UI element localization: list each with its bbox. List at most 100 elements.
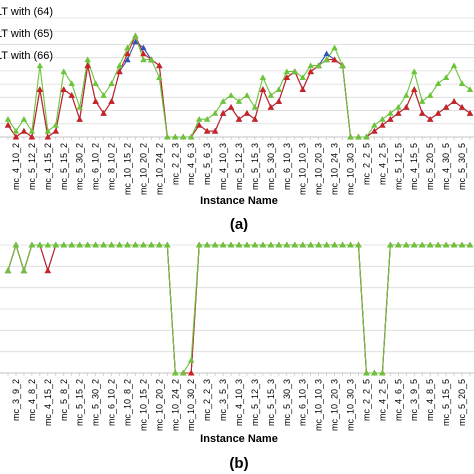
x-tick-label: mc_5_30_2: [91, 379, 101, 426]
series-2-marker: [68, 80, 75, 87]
series-2-marker: [259, 74, 267, 81]
series-1-marker: [156, 62, 163, 69]
x-tick-label: mc_6_10_2: [107, 379, 117, 426]
series-0-marker: [132, 38, 139, 45]
panel-a-gridlines: [0, 17, 474, 140]
series-2-marker: [140, 56, 147, 63]
x-tick-label: mc_10_20_3: [314, 143, 324, 195]
legend-entry-64: LT with (64): [0, 6, 53, 18]
series-2-marker: [434, 241, 442, 248]
series-2-marker: [458, 241, 466, 248]
series-2-marker: [211, 241, 219, 248]
series-2-marker: [339, 62, 346, 69]
series-2-marker: [371, 369, 378, 376]
panel-b-x-tick-labels: mc_3_9_2 mc_4_8_2 mc_4_15_2 mc_5_8_2 mc_5_15…: [11, 379, 467, 431]
series-1-marker: [52, 127, 59, 134]
x-tick-label: mc_4_2_5: [377, 379, 387, 421]
series-1-marker: [4, 121, 12, 128]
panel-b-series: [4, 241, 474, 376]
series-2-marker: [403, 241, 410, 248]
series-2-marker: [76, 104, 83, 110]
series-1-marker: [44, 267, 52, 274]
series-2-marker: [379, 115, 386, 122]
series-2-marker: [323, 56, 330, 63]
series-2-marker: [164, 133, 171, 140]
series-2-marker: [315, 62, 322, 69]
series-1-marker: [36, 86, 44, 92]
series-2-marker: [148, 56, 155, 63]
series-1-marker: [283, 74, 290, 81]
series-2-marker: [100, 92, 107, 98]
panel-a-label: (a): [230, 216, 248, 233]
series-2-marker: [148, 241, 155, 248]
x-tick-label: mc_10_24_2: [154, 143, 164, 195]
series-1-marker: [403, 104, 410, 110]
x-tick-label: mc_5_12_3: [234, 143, 244, 190]
series-1-marker: [124, 50, 131, 57]
x-tick-label: mc_4_6_5: [393, 379, 403, 421]
legend-entry-65: LT with (65): [0, 28, 53, 40]
series-1-marker: [116, 68, 123, 75]
x-tick-label: mc_4_6_3: [186, 143, 196, 185]
series-1-marker: [259, 86, 267, 92]
series-2-marker: [466, 86, 474, 92]
series-1-marker: [188, 369, 195, 376]
x-tick-label: mc_5_15_2: [75, 379, 85, 426]
panel-b-label: (b): [229, 455, 248, 472]
series-2-marker: [68, 241, 75, 248]
x-tick-label: mc_10_30_3: [346, 379, 356, 431]
x-tick-label: mc_5_12_2: [27, 143, 37, 190]
series-1-marker: [235, 115, 243, 122]
x-tick-label: mc_10_20_2: [138, 143, 148, 195]
series-2-marker: [411, 68, 418, 75]
series-1-marker: [299, 86, 306, 92]
x-tick-label: mc_10_8_2: [122, 379, 132, 426]
series-2-marker: [4, 115, 12, 122]
series-0-marker: [140, 44, 147, 51]
series-2-marker: [219, 241, 227, 248]
panel-b: mc_3_9_2 mc_4_8_2 mc_4_15_2 mc_5_8_2 mc_5_15…: [0, 241, 474, 472]
panel-a-series: [4, 32, 474, 140]
series-2-marker: [156, 241, 163, 248]
series-1-marker: [211, 127, 219, 134]
series-2-marker: [172, 369, 179, 376]
series-2-marker: [92, 241, 99, 248]
series-2-marker: [108, 241, 115, 248]
series-2-marker: [219, 98, 227, 104]
series-2-marker: [195, 241, 203, 248]
series-2-marker: [132, 241, 139, 248]
series-1-marker: [20, 127, 28, 134]
x-tick-label: mc_10_30_2: [186, 379, 196, 431]
series-2-marker: [283, 68, 290, 75]
x-tick-label: mc_2_2_3: [170, 143, 180, 185]
x-tick-label: mc_6_10_3: [282, 143, 292, 190]
panel-b-gridlines: [0, 244, 474, 376]
x-tick-label: mc_5_15_5: [441, 379, 451, 426]
series-2-marker: [12, 241, 20, 248]
series-1-marker: [84, 62, 91, 69]
series-2-marker: [411, 241, 418, 248]
series-1-marker: [12, 133, 20, 140]
series-1-marker: [140, 50, 147, 57]
series-2-marker: [84, 241, 91, 248]
series-2-marker: [132, 32, 139, 39]
x-tick-label: mc_5_30_5: [457, 143, 467, 190]
x-tick-label: mc_5_12_3: [250, 379, 260, 426]
series-2-marker: [76, 241, 83, 248]
series-2-marker: [172, 133, 179, 140]
series-2-marker: [4, 267, 12, 274]
series-2-marker: [291, 241, 298, 248]
series-2-marker: [355, 241, 362, 248]
series-1-marker: [450, 98, 458, 104]
x-tick-label: mc_10_20_3: [330, 379, 340, 431]
series-2-marker: [243, 241, 251, 248]
series-1-marker: [243, 110, 251, 116]
series-2-marker: [363, 133, 370, 140]
series-2-marker: [331, 241, 338, 248]
series-2-marker: [211, 110, 219, 116]
x-tick-label: mc_3_9_5: [409, 379, 419, 421]
x-tick-label: mc_10_15_2: [122, 143, 132, 195]
series-1-marker: [203, 127, 211, 134]
series-1-marker: [411, 86, 418, 92]
